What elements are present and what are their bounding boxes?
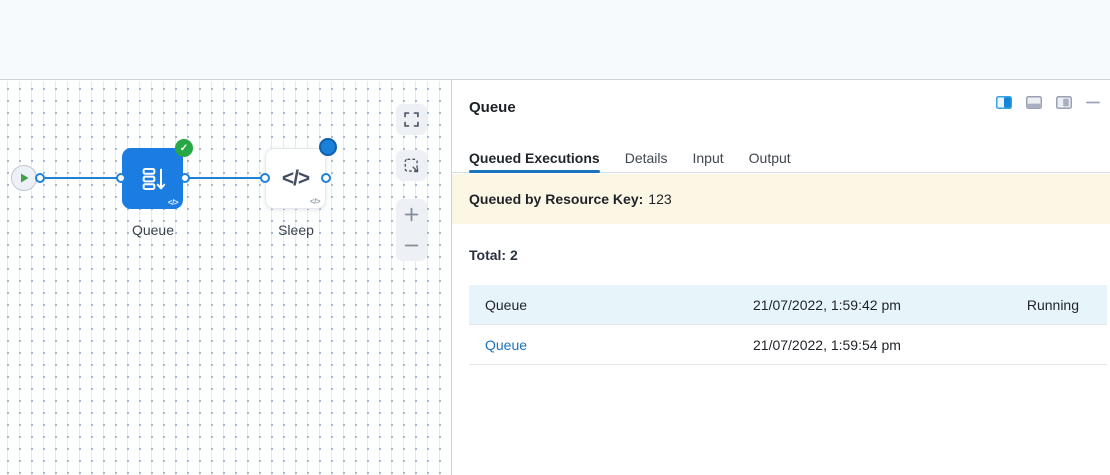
start-node[interactable] <box>11 165 37 191</box>
executions-table: Queue 21/07/2022, 1:59:42 pm Running Que… <box>469 285 1107 365</box>
side-panel-icon <box>1056 96 1072 109</box>
tab-queued-executions[interactable]: Queued Executions <box>469 143 600 173</box>
code-icon: </> <box>309 197 321 206</box>
port[interactable] <box>321 173 331 183</box>
details-panel: Queue <box>451 80 1110 475</box>
plus-icon <box>404 207 419 222</box>
port[interactable] <box>180 173 190 183</box>
node-label: Sleep <box>278 222 314 238</box>
fit-view-button[interactable] <box>396 104 427 135</box>
active-tab-underline <box>469 170 600 173</box>
resource-key-banner: Queued by Resource Key: 123 <box>452 174 1110 224</box>
tab-details[interactable]: Details <box>625 143 668 172</box>
zoom-in-button[interactable] <box>396 199 427 230</box>
connection-edge <box>189 177 262 179</box>
box-select-button[interactable] <box>396 150 427 181</box>
panel-title: Queue <box>469 99 516 116</box>
minimize-button[interactable] <box>1086 96 1100 109</box>
execution-name-link[interactable]: Queue <box>485 336 528 353</box>
split-view-icon <box>996 96 1012 109</box>
execution-time: 21/07/2022, 1:59:54 pm <box>753 336 901 353</box>
zoom-controls <box>396 199 427 261</box>
fit-view-icon <box>404 112 419 127</box>
execution-status: Running <box>1026 296 1079 313</box>
workflow-canvas[interactable]: </> ✓ </> </> Queue Sleep <box>0 81 451 475</box>
port[interactable] <box>116 173 126 183</box>
sleep-node[interactable]: </> </> <box>265 148 326 209</box>
code-icon: </> <box>281 166 310 190</box>
tab-output[interactable]: Output <box>749 143 791 172</box>
queue-node[interactable]: </> <box>122 148 183 209</box>
queued-badge-icon <box>319 138 337 156</box>
top-bar <box>0 0 1110 80</box>
split-view-button[interactable] <box>996 96 1012 109</box>
box-select-icon <box>404 158 419 173</box>
zoom-out-button[interactable] <box>396 230 427 261</box>
bottom-panel-button[interactable] <box>1026 96 1042 109</box>
execution-time: 21/07/2022, 1:59:42 pm <box>753 296 901 313</box>
success-badge-icon: ✓ <box>175 139 193 157</box>
total-count: Total: 2 <box>469 247 518 263</box>
port[interactable] <box>260 173 270 183</box>
execution-name: Queue <box>485 296 528 313</box>
minus-icon <box>404 244 419 247</box>
connection-edge <box>45 177 118 179</box>
port[interactable] <box>35 173 45 183</box>
node-label: Queue <box>131 222 175 238</box>
execution-row[interactable]: Queue 21/07/2022, 1:59:54 pm <box>469 325 1107 365</box>
minimize-icon <box>1086 101 1100 104</box>
bottom-panel-icon <box>1026 96 1042 109</box>
execution-row[interactable]: Queue 21/07/2022, 1:59:42 pm Running <box>469 285 1107 325</box>
side-panel-button[interactable] <box>1056 96 1072 109</box>
tab-input[interactable]: Input <box>693 143 724 172</box>
queue-icon <box>142 167 165 190</box>
code-icon: </> <box>167 198 179 207</box>
play-icon <box>21 173 29 183</box>
banner-label: Queued by Resource Key: <box>469 191 644 207</box>
check-icon: ✓ <box>179 142 189 154</box>
banner-value: 123 <box>648 191 672 207</box>
panel-window-controls <box>996 96 1100 109</box>
panel-tabs: Queued Executions Details Input Output <box>452 143 1110 173</box>
